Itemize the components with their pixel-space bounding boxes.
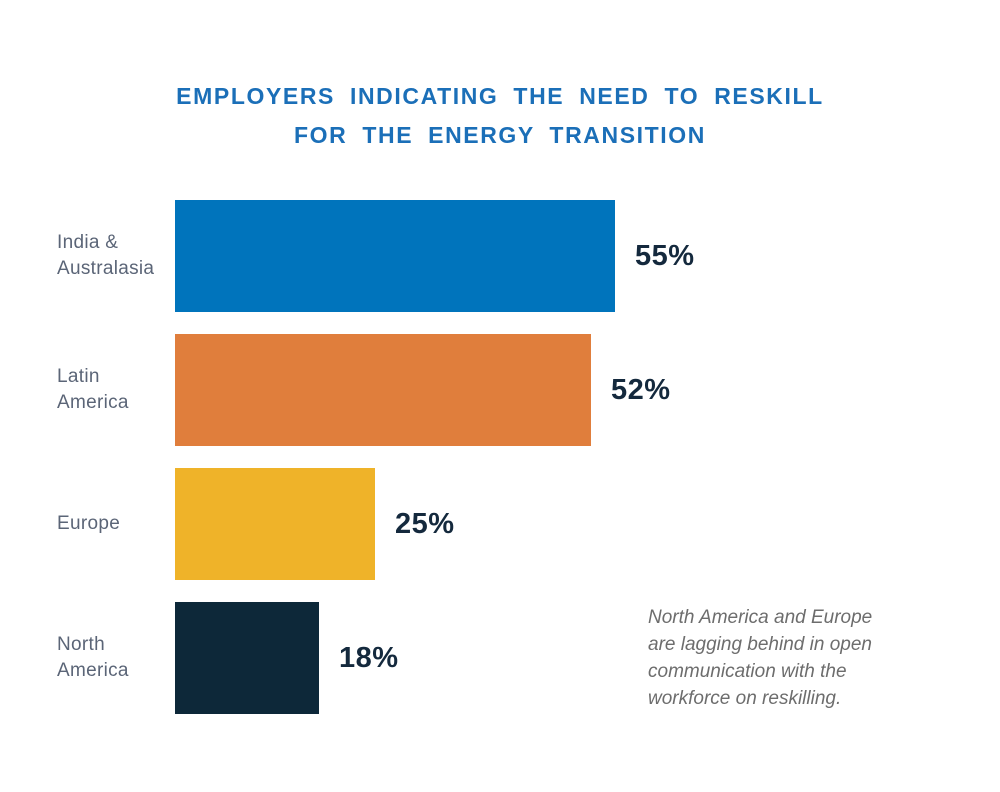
bar-europe bbox=[175, 468, 375, 580]
bar-india-australasia bbox=[175, 200, 615, 312]
bar-area: 18% bbox=[175, 602, 399, 714]
chart-title-line-2: FOR THE ENERGY TRANSITION bbox=[294, 122, 706, 148]
category-label-europe: Europe bbox=[57, 468, 171, 580]
category-label-line: North bbox=[57, 634, 105, 655]
category-label-line: America bbox=[57, 660, 129, 681]
annotation-line: North America and Europe bbox=[648, 607, 873, 628]
category-label-line: Latin bbox=[57, 366, 100, 387]
bar-row-india-australasia: India & Australasia 55% bbox=[0, 200, 1000, 312]
category-label-latin-america: Latin America bbox=[57, 334, 171, 446]
category-label-india-australasia: India & Australasia bbox=[57, 200, 171, 312]
bar-area: 52% bbox=[175, 334, 671, 446]
bar-area: 25% bbox=[175, 468, 455, 580]
bar-row-europe: Europe 25% bbox=[0, 468, 1000, 580]
chart-title: EMPLOYERS INDICATING THE NEED TO RESKILL… bbox=[0, 77, 1000, 155]
category-label-line: Europe bbox=[57, 513, 121, 534]
bar-area: 55% bbox=[175, 200, 695, 312]
category-label-line: America bbox=[57, 392, 129, 413]
bar-north-america bbox=[175, 602, 319, 714]
value-label-europe: 25% bbox=[395, 507, 455, 540]
annotation-line: communication with the bbox=[648, 661, 847, 682]
value-label-india-australasia: 55% bbox=[635, 239, 695, 272]
annotation-note: North America and Europe are lagging beh… bbox=[648, 604, 872, 712]
value-label-north-america: 18% bbox=[339, 641, 399, 674]
category-label-line: India & bbox=[57, 232, 119, 253]
bar-latin-america bbox=[175, 334, 591, 446]
category-label-north-america: North America bbox=[57, 602, 171, 714]
annotation-line: workforce on reskilling. bbox=[648, 688, 842, 709]
annotation-line: are lagging behind in open bbox=[648, 634, 872, 655]
chart-title-line-1: EMPLOYERS INDICATING THE NEED TO RESKILL bbox=[176, 83, 824, 109]
bar-row-latin-america: Latin America 52% bbox=[0, 334, 1000, 446]
value-label-latin-america: 52% bbox=[611, 373, 671, 406]
category-label-line: Australasia bbox=[57, 258, 155, 279]
bar-row-north-america: North America 18% bbox=[0, 602, 1000, 714]
